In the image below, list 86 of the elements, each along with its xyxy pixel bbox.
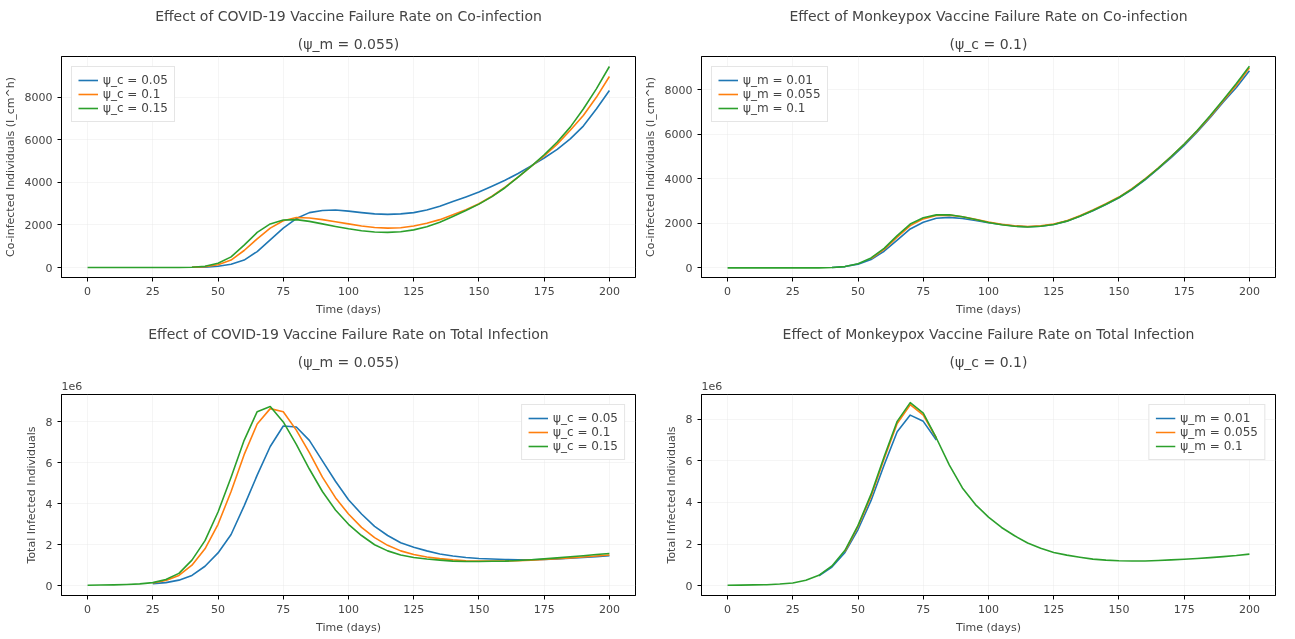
x-tick-label: 50 bbox=[211, 284, 226, 298]
x-tick-label: 175 bbox=[1173, 284, 1195, 298]
legend-label: ψ_m = 0.01 bbox=[1180, 411, 1251, 425]
y-axis-title: Co-infected Individuals (I_cm^h) bbox=[3, 77, 17, 257]
legend-label: ψ_m = 0.01 bbox=[743, 73, 814, 87]
x-tick-label: 25 bbox=[145, 284, 160, 298]
x-tick-label: 150 bbox=[468, 602, 490, 616]
chart-subtitle: (ψ_m = 0.055) bbox=[297, 353, 400, 370]
legend-label: ψ_m = 0.055 bbox=[1180, 425, 1258, 439]
x-tick-label: 50 bbox=[851, 284, 866, 298]
x-tick-label: 200 bbox=[598, 284, 620, 298]
x-tick-label: 175 bbox=[533, 602, 555, 616]
x-axis-title: Time (days) bbox=[955, 302, 1021, 316]
x-tick-label: 75 bbox=[276, 284, 291, 298]
chart-subtitle: (ψ_c = 0.1) bbox=[949, 353, 1028, 370]
y-tick-label: 6000 bbox=[664, 128, 693, 142]
chart-title: Effect of COVID-19 Vaccine Failure Rate on Co-infection bbox=[155, 7, 542, 24]
legend-label: ψ_m = 0.1 bbox=[743, 101, 806, 115]
x-tick-label: 175 bbox=[1173, 602, 1195, 616]
x-tick-label: 0 bbox=[84, 284, 92, 298]
x-tick-label: 200 bbox=[1238, 602, 1260, 616]
x-tick-label: 100 bbox=[338, 602, 359, 616]
y-axis-title: Co-infected Individuals (I_cm^h) bbox=[643, 77, 657, 257]
chart-subtitle: (ψ_m = 0.055) bbox=[297, 35, 400, 52]
y-tick-label: 2 bbox=[685, 538, 693, 552]
chart-subtitle: (ψ_c = 0.1) bbox=[949, 35, 1028, 52]
y-tick-label: 0 bbox=[685, 261, 693, 275]
y-tick-label: 8 bbox=[45, 415, 53, 429]
x-tick-label: 200 bbox=[598, 602, 620, 616]
x-tick-label: 75 bbox=[916, 602, 931, 616]
x-tick-label: 0 bbox=[724, 284, 732, 298]
x-tick-label: 100 bbox=[338, 284, 359, 298]
y-tick-label: 0 bbox=[45, 579, 53, 593]
x-axis-title: Time (days) bbox=[315, 620, 381, 634]
x-tick-label: 25 bbox=[785, 284, 800, 298]
y-axis-title: Total Infected Individuals bbox=[664, 426, 678, 565]
y-tick-label: 2 bbox=[45, 538, 53, 552]
x-tick-label: 150 bbox=[468, 284, 490, 298]
y-tick-label: 6 bbox=[685, 454, 693, 468]
y-tick-label: 0 bbox=[45, 261, 53, 275]
legend-label: ψ_c = 0.15 bbox=[553, 439, 618, 453]
y-tick-label: 0 bbox=[685, 579, 693, 593]
y-tick-label: 4000 bbox=[24, 176, 53, 190]
x-tick-label: 0 bbox=[724, 602, 732, 616]
y-tick-label: 6000 bbox=[24, 133, 53, 147]
x-tick-label: 150 bbox=[1108, 602, 1130, 616]
y-tick-label: 8000 bbox=[664, 83, 693, 97]
y-tick-label: 4 bbox=[45, 497, 53, 511]
x-tick-label: 100 bbox=[978, 284, 999, 298]
legend-label: ψ_c = 0.05 bbox=[553, 411, 618, 425]
text: 1e6 bbox=[61, 379, 83, 393]
x-tick-label: 100 bbox=[978, 602, 999, 616]
x-tick-label: 25 bbox=[145, 602, 160, 616]
x-tick-label: 75 bbox=[276, 602, 291, 616]
chart-title: Effect of Monkeypox Vaccine Failure Rate on Co-infection bbox=[789, 7, 1188, 24]
y-tick-label: 8 bbox=[685, 413, 693, 427]
legend-label: ψ_c = 0.1 bbox=[103, 87, 161, 101]
y-axis-title: Total Infected Individuals bbox=[24, 426, 38, 565]
x-tick-label: 75 bbox=[916, 284, 931, 298]
x-axis-title: Time (days) bbox=[955, 620, 1021, 634]
legend-label: ψ_c = 0.15 bbox=[103, 101, 168, 115]
x-tick-label: 125 bbox=[403, 602, 425, 616]
y-tick-label: 2000 bbox=[664, 217, 693, 231]
x-tick-label: 125 bbox=[1043, 602, 1065, 616]
x-tick-label: 125 bbox=[1043, 284, 1065, 298]
x-tick-label: 25 bbox=[785, 602, 800, 616]
x-tick-label: 200 bbox=[1238, 284, 1260, 298]
x-tick-label: 0 bbox=[84, 602, 92, 616]
x-tick-label: 125 bbox=[403, 284, 425, 298]
chart-title: Effect of COVID-19 Vaccine Failure Rate on Total Infection bbox=[148, 325, 549, 342]
y-tick-label: 4000 bbox=[664, 172, 693, 186]
legend-label: ψ_m = 0.1 bbox=[1180, 439, 1243, 453]
legend-label: ψ_m = 0.055 bbox=[743, 87, 821, 101]
y-tick-label: 2000 bbox=[24, 218, 53, 232]
x-tick-label: 50 bbox=[851, 602, 866, 616]
x-axis-title: Time (days) bbox=[315, 302, 381, 316]
legend-label: ψ_c = 0.05 bbox=[103, 73, 168, 87]
chart-title: Effect of Monkeypox Vaccine Failure Rate on Total Infection bbox=[782, 325, 1195, 342]
text: 1e6 bbox=[701, 379, 723, 393]
y-tick-label: 4 bbox=[685, 496, 693, 510]
legend-label: ψ_c = 0.1 bbox=[553, 425, 611, 439]
x-tick-label: 50 bbox=[211, 602, 226, 616]
x-tick-label: 150 bbox=[1108, 284, 1130, 298]
y-tick-label: 6 bbox=[45, 456, 53, 470]
x-tick-label: 175 bbox=[533, 284, 555, 298]
y-tick-label: 8000 bbox=[24, 91, 53, 105]
